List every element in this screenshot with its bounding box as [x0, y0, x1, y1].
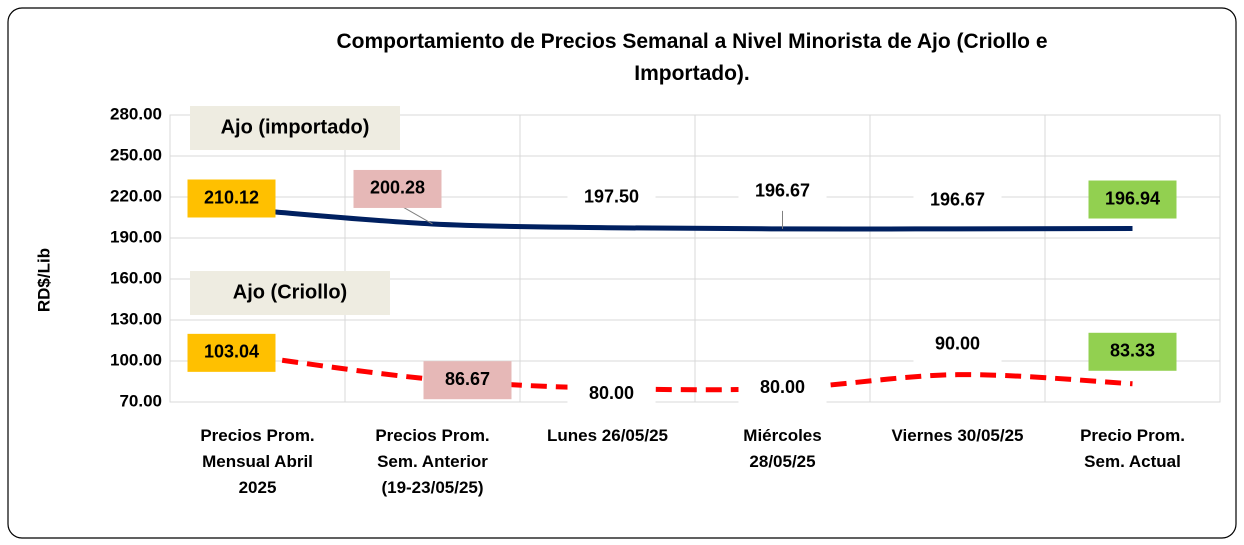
data-label-box [913, 325, 1002, 364]
data-label-box [423, 361, 512, 400]
data-label: 196.94 [1105, 188, 1160, 208]
y-tick-label: 130.00 [110, 309, 162, 328]
data-label: 83.33 [1110, 341, 1155, 361]
x-tick-label: Miércoles 28/05/25 [743, 426, 821, 471]
y-tick-label: 160.00 [110, 268, 162, 287]
y-tick-label: 220.00 [110, 186, 162, 205]
y-tick-label: 280.00 [110, 104, 162, 123]
data-label: 210.12 [204, 187, 259, 207]
y-tick-label: 100.00 [110, 350, 162, 369]
series-name-box [190, 271, 390, 315]
data-label: 200.28 [370, 178, 425, 198]
legend-label: Ajo (Criollo) [233, 281, 347, 303]
chart-title: Comportamiento de Precios Semanal a Nive… [336, 30, 1047, 85]
data-label: 90.00 [935, 333, 980, 353]
x-tick-label: Precios Prom. Sem. Anterior (19-23/05/25) [375, 426, 489, 497]
data-label-box [1088, 180, 1177, 219]
data-label-box [187, 333, 276, 372]
data-label: 86.67 [445, 369, 490, 389]
y-axis-title: RD$/Lib [34, 248, 53, 312]
data-label-box [353, 169, 442, 208]
y-tick-label: 190.00 [110, 227, 162, 246]
y-tick-label: 250.00 [110, 145, 162, 164]
series-name-box [190, 106, 400, 150]
x-tick-label: Precios Prom. Mensual Abril 2025 [200, 426, 314, 497]
data-label-box [738, 369, 827, 408]
data-label: 103.04 [204, 342, 259, 362]
y-tick-label: 70.00 [119, 391, 162, 410]
data-label-box [187, 179, 276, 218]
data-label-box [913, 181, 1002, 220]
series-line [257, 354, 1133, 393]
x-tick-label: Viernes 30/05/25 [891, 426, 1023, 445]
data-label: 197.50 [584, 187, 639, 207]
data-label: 196.67 [930, 190, 985, 210]
data-label-box [567, 375, 656, 414]
data-label: 196.67 [755, 181, 810, 201]
data-label-box [738, 172, 827, 211]
data-label-box [567, 178, 656, 217]
data-label: 80.00 [760, 377, 805, 397]
legend-label: Ajo (importado) [221, 116, 370, 138]
data-label: 80.00 [589, 383, 634, 403]
data-label-box [1088, 332, 1177, 371]
x-tick-label: Precio Prom. Sem. Actual [1080, 426, 1185, 471]
series-line [257, 208, 1133, 232]
x-tick-label: Lunes 26/05/25 [547, 426, 668, 445]
